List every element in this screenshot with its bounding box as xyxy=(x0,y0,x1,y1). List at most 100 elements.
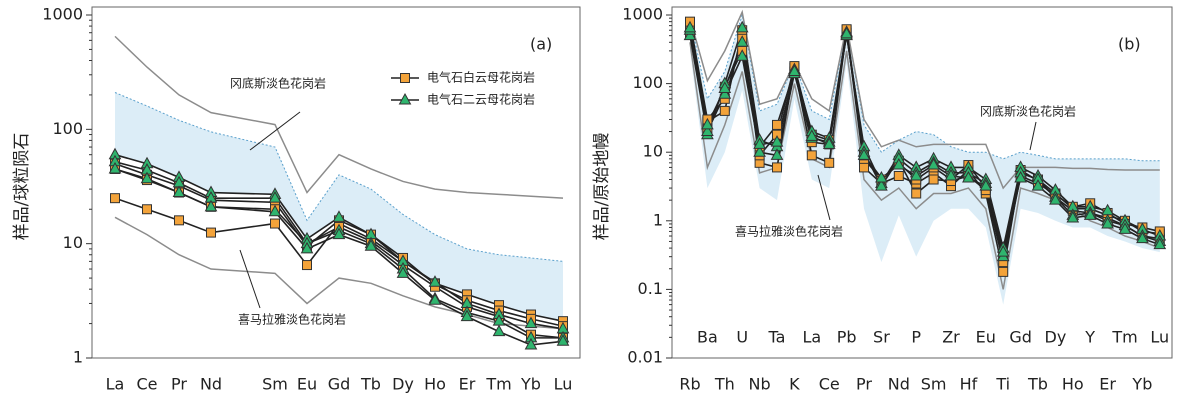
annotation: 喜马拉雅淡色花岗岩 xyxy=(238,312,346,327)
y-tick-label: 1 xyxy=(73,348,83,367)
y-tick-label: 10 xyxy=(63,233,83,252)
x-tick-label: Rb xyxy=(679,375,700,394)
x-tick-label: Nb xyxy=(749,375,771,394)
marker xyxy=(788,64,801,77)
x-tick-label: Gd xyxy=(1009,328,1032,347)
marker xyxy=(1083,208,1097,220)
marker xyxy=(1118,222,1132,234)
marker xyxy=(524,337,538,350)
marker xyxy=(142,204,152,215)
envelope-upper xyxy=(114,35,564,199)
marker xyxy=(428,275,442,287)
annotation: (b) xyxy=(1118,35,1141,54)
marker xyxy=(770,135,784,147)
sample-line xyxy=(114,161,563,339)
marker xyxy=(701,124,714,137)
x-tick-label: Ce xyxy=(136,375,157,394)
leader-line xyxy=(239,249,261,309)
x-tick-label: Er xyxy=(1099,375,1116,394)
x-tick-label: Tm xyxy=(1111,328,1137,347)
marker xyxy=(206,227,216,238)
marker xyxy=(268,204,282,217)
x-tick-label: Ta xyxy=(768,328,786,347)
sample-line xyxy=(689,30,1161,257)
x-tick-label: P xyxy=(911,328,921,347)
annotation: 冈底斯淡色花岗岩 xyxy=(230,76,326,91)
x-tick-label: Gd xyxy=(328,375,351,394)
legend-label: 电气石二云母花岗岩 xyxy=(427,92,535,107)
marker xyxy=(396,266,410,278)
y-tick-label: 1000 xyxy=(622,5,663,24)
marker xyxy=(108,161,122,174)
envelope-upper xyxy=(689,9,1160,190)
y-tick-label: 0.01 xyxy=(627,348,663,367)
marker xyxy=(1136,231,1149,244)
annotation: 冈底斯淡色花岗岩 xyxy=(980,104,1076,119)
envelope-lower xyxy=(114,216,564,330)
x-tick-label: Nd xyxy=(200,375,222,394)
y-tick-label: 1 xyxy=(653,210,663,229)
sample-line xyxy=(114,162,564,327)
sample-line xyxy=(114,168,564,346)
x-tick-label: Pr xyxy=(171,375,187,394)
sample-line xyxy=(689,27,1161,253)
marker xyxy=(110,193,120,204)
marker xyxy=(1049,193,1062,205)
marker xyxy=(492,324,506,337)
envelope-upper xyxy=(689,14,1160,162)
marker xyxy=(875,179,888,191)
y-tick-label: 100 xyxy=(632,73,663,92)
marker xyxy=(1031,179,1045,191)
marker xyxy=(859,162,869,173)
marker xyxy=(928,174,939,185)
marker xyxy=(772,119,782,130)
marker xyxy=(1014,171,1027,183)
marker xyxy=(944,168,958,181)
marker xyxy=(460,309,474,322)
marker xyxy=(735,49,749,61)
marker xyxy=(735,35,749,47)
x-tick-label: Yb xyxy=(1131,375,1152,394)
marker xyxy=(824,157,835,168)
marker xyxy=(893,170,904,181)
marker xyxy=(719,105,730,116)
marker xyxy=(840,26,853,39)
marker xyxy=(300,241,314,254)
marker xyxy=(556,334,570,346)
marker xyxy=(998,266,1009,277)
sample-line xyxy=(689,21,1160,263)
marker xyxy=(770,148,784,160)
x-tick-label: Dy xyxy=(1045,328,1067,347)
marker xyxy=(1153,237,1167,250)
x-tick-label: Tm xyxy=(485,375,511,394)
annotation: 喜马拉雅淡色花岗岩 xyxy=(735,224,843,239)
marker xyxy=(683,20,697,33)
marker xyxy=(172,185,186,198)
x-tick-label: Yb xyxy=(520,375,541,394)
envelope-area xyxy=(690,15,1160,305)
marker xyxy=(857,148,871,160)
marker xyxy=(772,162,782,173)
marker xyxy=(909,168,923,181)
marker xyxy=(1101,216,1114,229)
x-tick-label: Dy xyxy=(392,375,414,394)
plot-frame xyxy=(671,6,1173,359)
y-tick-label: 1000 xyxy=(42,5,83,24)
y-tick-label: 0.1 xyxy=(638,279,663,298)
marker xyxy=(875,171,888,183)
x-tick-label: Eu xyxy=(976,328,996,347)
marker xyxy=(927,157,940,170)
marker xyxy=(174,215,184,226)
marker xyxy=(753,145,766,157)
marker xyxy=(332,210,346,222)
x-tick-label: Ho xyxy=(1062,375,1084,394)
x-tick-label: Tb xyxy=(360,375,381,394)
annotation: (a) xyxy=(530,35,552,54)
marker xyxy=(735,20,749,33)
y-tick-label: 10 xyxy=(643,142,663,161)
x-tick-label: Pr xyxy=(856,375,872,394)
x-tick-label: Er xyxy=(459,375,476,394)
x-tick-label: Ba xyxy=(697,328,718,347)
leader-line xyxy=(1029,121,1037,151)
